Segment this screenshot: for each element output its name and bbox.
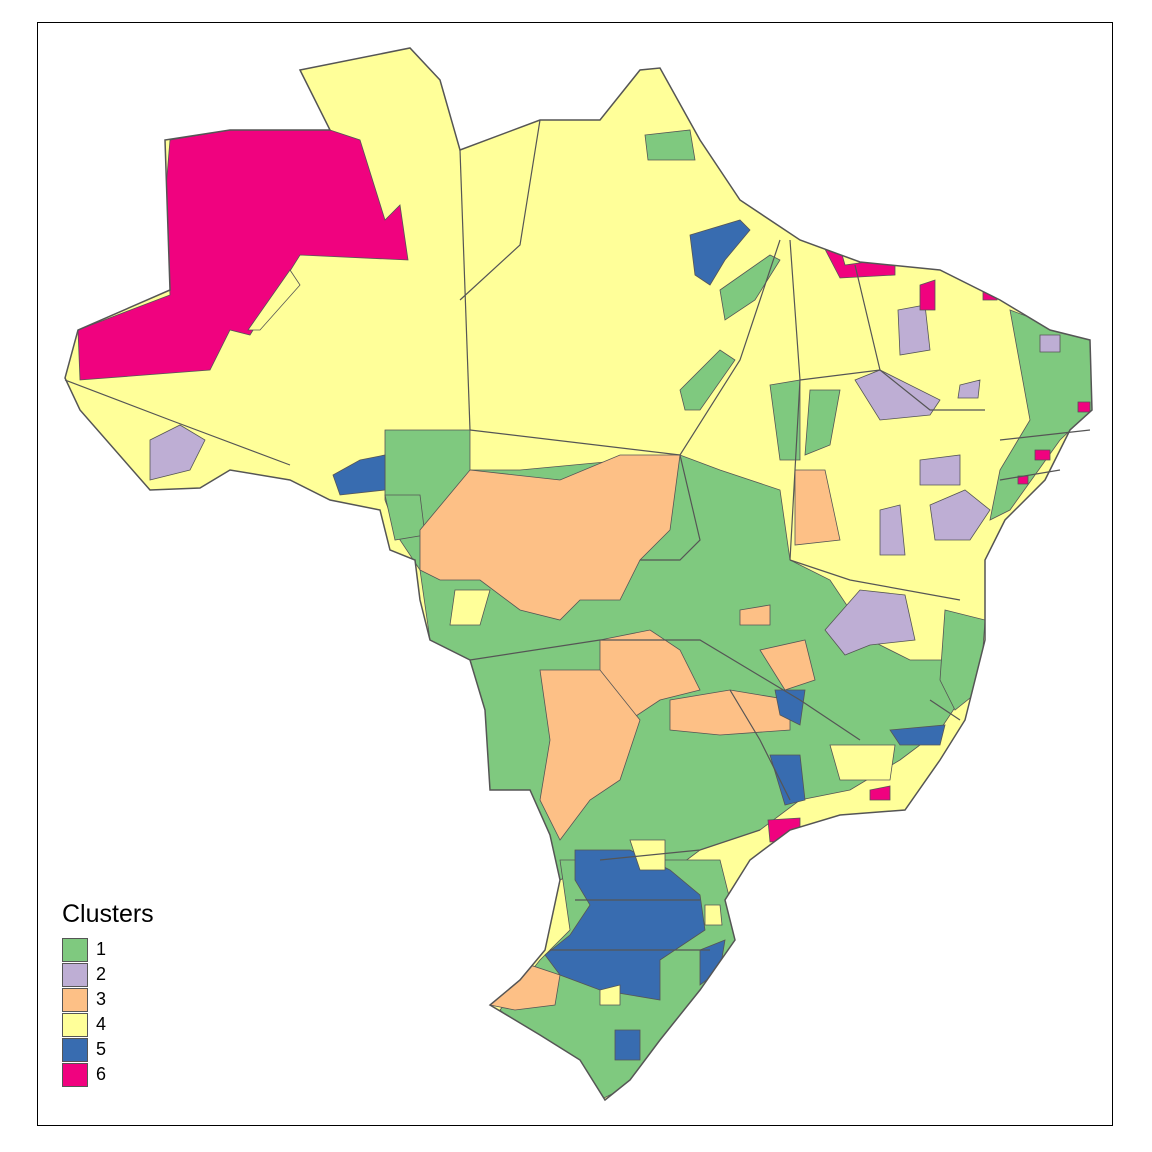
region-cluster-1-tocantins-east [804, 389, 841, 456]
legend-item: 5 [62, 1037, 154, 1062]
legend-label: 4 [96, 1014, 107, 1034]
region-cluster-1-tocantins-west [769, 379, 801, 461]
legend-swatch [62, 1037, 88, 1062]
region-cluster-6-sp [767, 817, 801, 843]
legend-label: 5 [96, 1039, 107, 1059]
legend-label: 2 [96, 964, 107, 984]
region-cluster-2-ceara [897, 304, 931, 356]
region-cluster-3-ms [539, 669, 641, 841]
legend-label: 3 [96, 989, 107, 1009]
region-cluster-3-minas [669, 689, 791, 736]
region-cluster-3-bahia-west [794, 469, 841, 546]
region-cluster-2-rn [1039, 334, 1061, 353]
region-cluster-3-minas-north [759, 639, 816, 691]
region-cluster-4-rs-pocket [599, 984, 621, 1006]
region-cluster-6-ceara [919, 279, 936, 311]
region-cluster-5-minas-b [769, 754, 806, 806]
legend-label: 1 [96, 939, 107, 959]
region-cluster-4-sc [704, 904, 723, 926]
region-cluster-5-rs [614, 1029, 641, 1061]
region-cluster-2-pb [957, 379, 981, 399]
region-cluster-3-mato-grosso [419, 454, 681, 621]
region-cluster-6-pe [1034, 449, 1051, 461]
region-cluster-2-piaui-a [854, 369, 941, 421]
region-cluster-6-pb [1077, 401, 1091, 413]
region-cluster-4-mt-pocket [449, 589, 491, 626]
legend-swatch [62, 962, 88, 987]
region-cluster-4-minas-coast [829, 744, 896, 781]
region-cluster-3-rs-west [489, 964, 561, 1011]
region-cluster-3-mt-small [739, 604, 771, 626]
region-cluster-2-pe-a [929, 489, 991, 541]
state-borders [64, 119, 1091, 951]
legend-item: 6 [62, 1062, 154, 1087]
region-cluster-5-es [889, 724, 946, 746]
region-cluster-2-pe-b [879, 504, 906, 556]
legend-item: 1 [62, 937, 154, 962]
legend-item: 3 [62, 987, 154, 1012]
legend-item: 2 [62, 962, 154, 987]
region-cluster-5-rondonia [332, 454, 386, 496]
legend-items: 1 2 3 4 5 6 [62, 937, 154, 1087]
legend-swatch [62, 937, 88, 962]
region-cluster-2-piaui-b [919, 454, 961, 486]
region-cluster-1-para-east [719, 254, 781, 321]
region-cluster-6-rj [869, 785, 891, 801]
legend-swatch [62, 1062, 88, 1087]
legend-item: 4 [62, 1012, 154, 1037]
region-cluster-2-acre [149, 424, 206, 481]
region-cluster-5-para [689, 219, 751, 286]
legend-swatch [62, 1012, 88, 1037]
legend-label: 6 [96, 1064, 107, 1084]
region-cluster-1-amapa [644, 129, 696, 161]
legend-swatch [62, 987, 88, 1012]
legend-title: Clusters [62, 900, 154, 928]
region-cluster-1-para-strip [679, 349, 736, 411]
legend: Clusters 1 2 3 4 5 6 [62, 900, 154, 1087]
region-cluster-4-amazonas-inner [247, 269, 301, 331]
region-cluster-2-bahia [824, 589, 916, 656]
region-cluster-5-parana-sc [544, 849, 706, 1001]
